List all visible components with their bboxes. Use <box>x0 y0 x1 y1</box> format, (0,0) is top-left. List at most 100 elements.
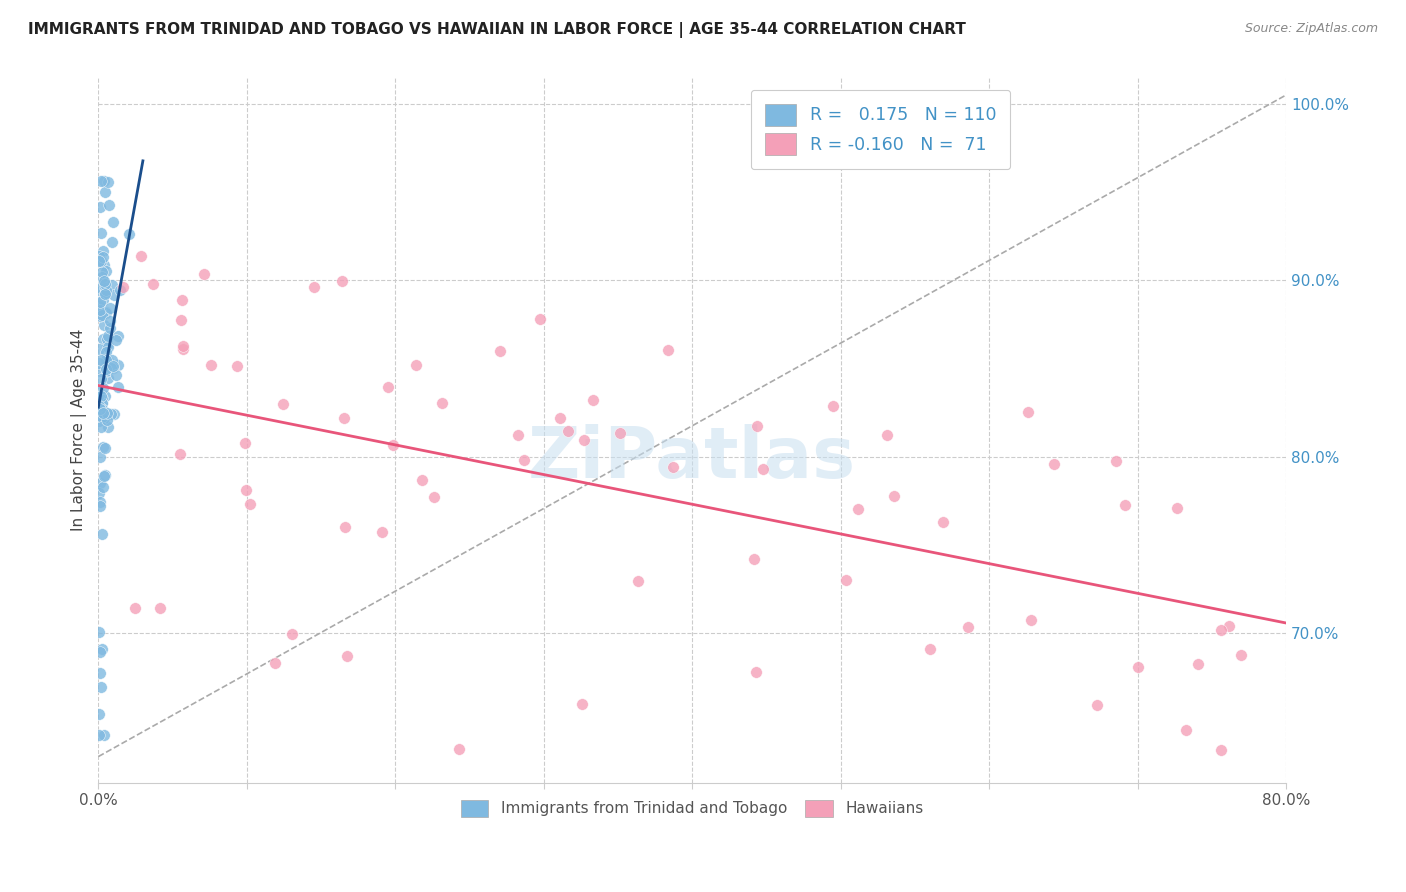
Point <box>101 277 124 292</box>
Point <box>377 379 399 393</box>
Point <box>172 342 194 356</box>
Point <box>336 648 359 663</box>
Point <box>1019 613 1042 627</box>
Point <box>93 728 115 742</box>
Point <box>93 185 115 199</box>
Point <box>93 480 115 494</box>
Legend: Immigrants from Trinidad and Tobago, Hawaiians: Immigrants from Trinidad and Tobago, Haw… <box>453 792 931 825</box>
Point <box>90 392 112 406</box>
Point <box>97 420 120 434</box>
Point <box>101 215 124 229</box>
Point <box>91 381 114 395</box>
Point <box>405 358 427 372</box>
Point <box>489 343 512 358</box>
Point <box>91 440 114 454</box>
Point <box>107 329 129 343</box>
Point <box>94 283 117 297</box>
Point <box>87 707 110 722</box>
Point <box>97 197 120 211</box>
Point <box>333 520 356 534</box>
Point <box>93 469 115 483</box>
Point <box>609 425 631 440</box>
Point <box>89 644 111 658</box>
Point <box>101 235 124 250</box>
Point <box>89 295 111 310</box>
Point <box>103 288 125 302</box>
Point <box>876 427 898 442</box>
Point <box>1126 660 1149 674</box>
Point <box>93 258 115 272</box>
Point <box>108 283 131 297</box>
Point <box>89 495 111 509</box>
Point <box>89 385 111 400</box>
Point <box>107 380 129 394</box>
Point <box>111 279 134 293</box>
Point <box>1085 698 1108 712</box>
Point <box>93 441 115 455</box>
Point <box>1187 657 1209 672</box>
Point <box>957 620 980 634</box>
Point <box>233 436 256 450</box>
Point <box>94 344 117 359</box>
Point <box>97 175 120 189</box>
Point <box>91 395 114 409</box>
Point <box>96 338 118 352</box>
Point <box>91 406 114 420</box>
Point <box>91 293 114 307</box>
Point <box>742 552 765 566</box>
Point <box>104 334 127 348</box>
Point <box>170 313 193 327</box>
Point <box>96 364 118 378</box>
Point <box>87 356 110 370</box>
Point <box>93 318 115 332</box>
Point <box>821 400 844 414</box>
Point <box>124 600 146 615</box>
Point <box>98 314 121 328</box>
Point <box>93 411 115 425</box>
Point <box>529 312 551 326</box>
Point <box>89 499 111 513</box>
Point <box>449 742 471 756</box>
Point <box>93 281 115 295</box>
Point <box>571 697 593 711</box>
Point <box>662 459 685 474</box>
Point <box>235 483 257 497</box>
Point <box>548 411 571 425</box>
Point <box>87 485 110 500</box>
Point <box>271 397 294 411</box>
Text: IMMIGRANTS FROM TRINIDAD AND TOBAGO VS HAWAIIAN IN LABOR FORCE | AGE 35-44 CORRE: IMMIGRANTS FROM TRINIDAD AND TOBAGO VS H… <box>28 22 966 38</box>
Point <box>200 358 222 372</box>
Point <box>91 641 114 656</box>
Text: ZiPatlas: ZiPatlas <box>529 424 856 493</box>
Point <box>89 280 111 294</box>
Point <box>94 305 117 319</box>
Point <box>87 399 110 413</box>
Point <box>90 372 112 386</box>
Point <box>94 468 117 483</box>
Point <box>97 341 120 355</box>
Point <box>98 320 121 334</box>
Point <box>89 310 111 324</box>
Point <box>98 301 121 315</box>
Point <box>932 516 955 530</box>
Point <box>129 249 152 263</box>
Point <box>91 402 114 417</box>
Point <box>101 359 124 374</box>
Point <box>557 424 579 438</box>
Point <box>91 527 114 541</box>
Point <box>169 447 191 461</box>
Point <box>835 573 858 587</box>
Point <box>1218 619 1240 633</box>
Point <box>105 368 128 382</box>
Point <box>94 362 117 376</box>
Point <box>281 627 304 641</box>
Point <box>302 280 325 294</box>
Point <box>97 362 120 376</box>
Point <box>89 475 111 490</box>
Point <box>94 277 117 291</box>
Point <box>371 525 394 540</box>
Point <box>506 427 529 442</box>
Point <box>87 342 110 356</box>
Point <box>87 624 110 639</box>
Point <box>89 302 111 317</box>
